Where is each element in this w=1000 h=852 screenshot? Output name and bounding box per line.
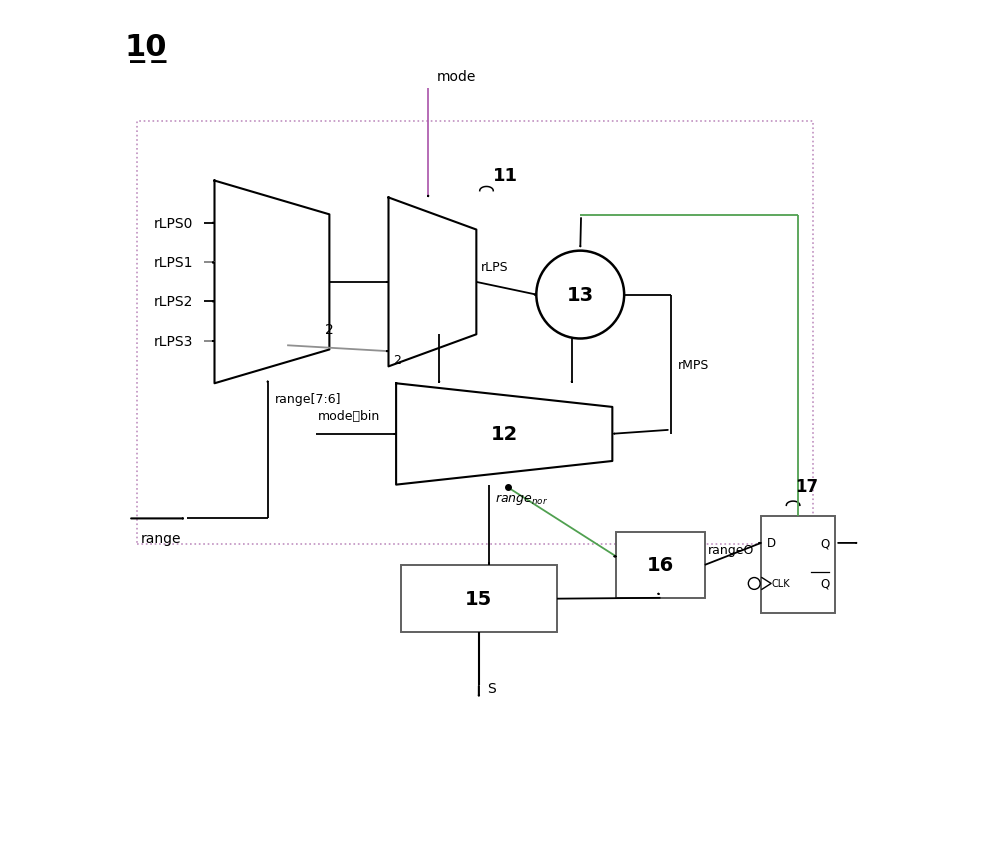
Text: 1̲0̲: 1̲0̲ [124,34,167,63]
Text: 13: 13 [567,285,594,305]
Text: 17: 17 [795,478,818,496]
Text: rLPS3: rLPS3 [154,335,193,348]
Text: 12: 12 [491,425,518,444]
Text: rangeO: rangeO [708,544,755,556]
Text: 2: 2 [393,354,401,366]
Text: 11: 11 [493,167,518,185]
FancyBboxPatch shape [137,123,813,544]
FancyBboxPatch shape [761,516,835,613]
Text: D: D [767,537,776,550]
Text: range[7:6]: range[7:6] [274,392,341,406]
Circle shape [748,578,760,590]
Text: rLPS1: rLPS1 [154,256,193,270]
Text: 16: 16 [647,556,674,575]
Text: range: range [141,532,182,545]
Text: rLPS: rLPS [481,262,508,274]
Text: 2: 2 [325,323,334,337]
Circle shape [536,251,624,339]
Text: Q: Q [820,578,829,590]
Text: rLPS0: rLPS0 [154,216,193,231]
Text: S: S [487,681,496,694]
Text: mode、bin: mode、bin [318,410,380,423]
Text: mode: mode [437,71,476,84]
Text: Q: Q [820,537,829,550]
Text: 15: 15 [465,590,493,608]
Text: rLPS2: rLPS2 [154,295,193,309]
FancyBboxPatch shape [616,532,705,598]
FancyBboxPatch shape [401,565,557,633]
Text: $range_{nor}$: $range_{nor}$ [495,492,548,507]
Text: CLK: CLK [771,579,790,589]
Text: rMPS: rMPS [677,359,709,371]
